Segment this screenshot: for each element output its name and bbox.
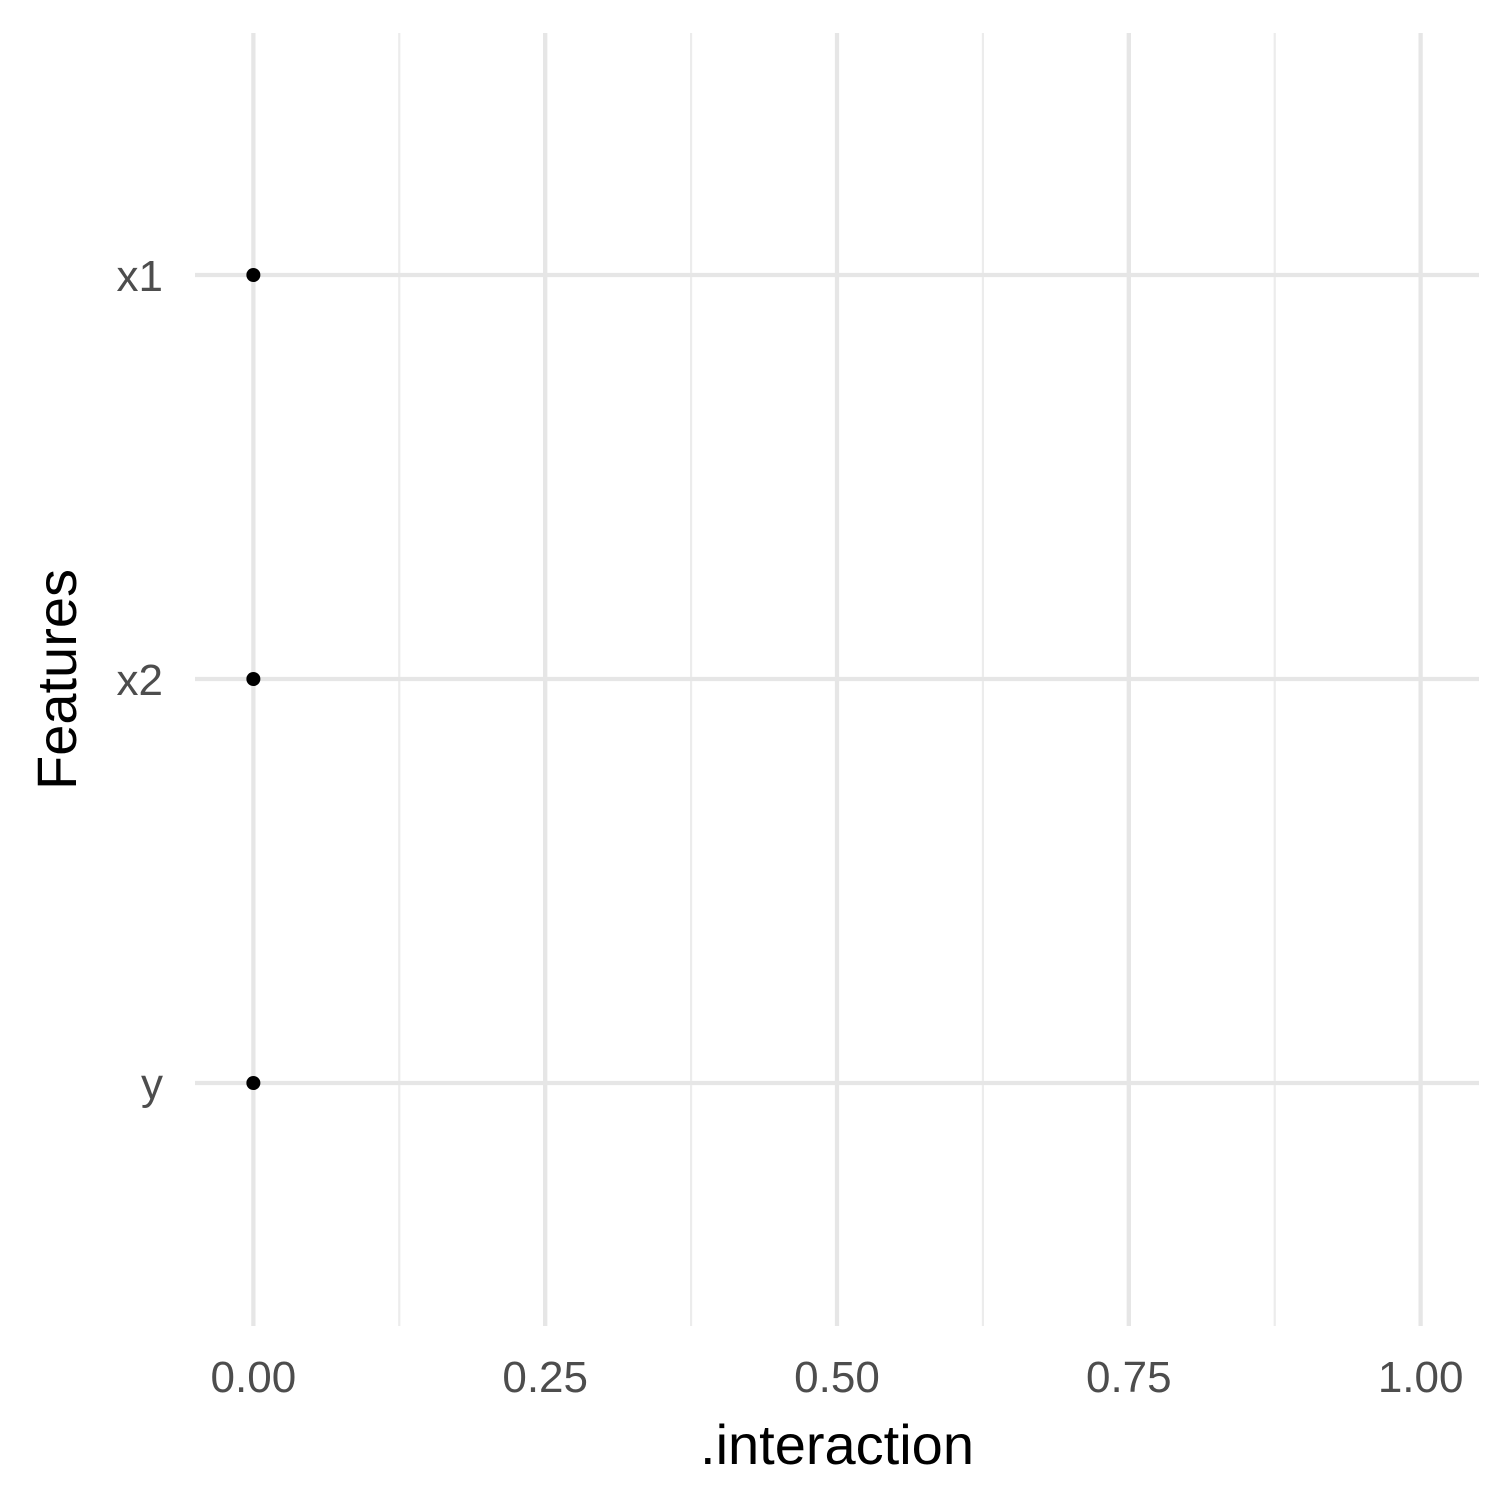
grid-lines — [195, 33, 1479, 1326]
x-axis-title: .interaction — [700, 1413, 974, 1476]
x-tick-label: 0.00 — [211, 1353, 297, 1402]
data-point-x2 — [246, 672, 261, 686]
x-axis-tick-labels: 0.00 0.25 0.50 0.75 1.00 — [211, 1353, 1464, 1402]
data-point-y — [246, 1076, 261, 1090]
y-tick-label: y — [141, 1060, 163, 1109]
x-tick-label: 0.50 — [794, 1353, 880, 1402]
y-axis-tick-labels: x1 x2 y — [117, 252, 163, 1109]
x-tick-label: 0.25 — [502, 1353, 588, 1402]
x-tick-label: 1.00 — [1378, 1353, 1464, 1402]
y-tick-label: x2 — [117, 656, 163, 705]
data-point-x1 — [246, 268, 261, 282]
y-tick-label: x1 — [117, 252, 163, 301]
x-tick-label: 0.75 — [1086, 1353, 1172, 1402]
y-axis-title: Features — [25, 569, 88, 790]
data-points — [246, 268, 261, 1090]
